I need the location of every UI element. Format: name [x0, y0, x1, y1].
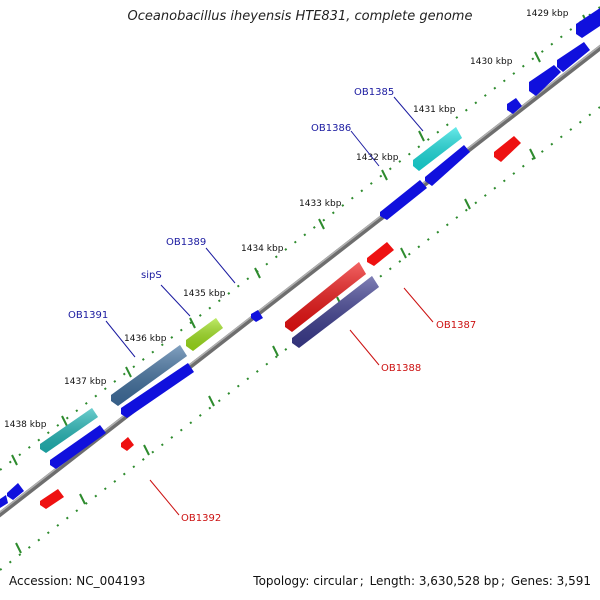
gene-shade — [186, 318, 223, 351]
kbp-label: 1436 kbp — [124, 334, 167, 344]
genes-value: 3,591 — [556, 574, 591, 588]
map-title: Oceanobacillus iheyensis HTE831, complet… — [127, 9, 473, 24]
major-tick — [464, 198, 471, 210]
gene-forward[interactable] — [50, 425, 106, 469]
kbp-labels: 1429 kbp 1430 kbp 1431 kbp 1432 kbp 1433… — [4, 9, 569, 430]
major-tick — [11, 454, 18, 466]
gene-label-OB1387[interactable]: OB1387 — [436, 320, 476, 331]
length-label: Length: — [369, 574, 416, 588]
gene-OB1387[interactable] — [367, 242, 394, 266]
major-tick — [143, 444, 150, 456]
genes-label: Genes: — [510, 574, 553, 588]
gene-label-sipS[interactable]: sipS — [141, 270, 162, 281]
gene-shade — [111, 345, 187, 406]
gene-forward[interactable] — [425, 145, 470, 186]
gene-label-OB1392[interactable]: OB1392 — [181, 513, 221, 524]
gene-forward[interactable] — [557, 42, 590, 72]
gene-reverse[interactable] — [40, 489, 64, 509]
gene-label-OB1391[interactable]: OB1391 — [68, 310, 108, 321]
kbp-label: 1433 kbp — [299, 199, 342, 209]
gene-shade — [40, 408, 98, 453]
gene-shade — [285, 262, 366, 332]
gene-labels: OB1385 OB1386 OB1389 sipS OB1391 OB1387 … — [68, 87, 476, 524]
accession-value: NC_004193 — [76, 574, 146, 588]
gene-reverse[interactable] — [494, 136, 521, 162]
gene-forward[interactable] — [7, 483, 24, 500]
gene-reverse[interactable] — [121, 437, 134, 451]
forward-genes — [0, 8, 600, 508]
gene-forward[interactable] — [121, 363, 194, 418]
gene-forward[interactable] — [251, 310, 263, 322]
major-tick — [254, 267, 261, 279]
kbp-label: 1437 kbp — [64, 377, 107, 387]
major-tick — [61, 415, 68, 427]
major-tick — [534, 51, 541, 63]
gene-label-OB1385[interactable]: OB1385 — [354, 87, 394, 98]
gene-forward[interactable] — [507, 98, 522, 114]
label-leaders — [105, 96, 434, 516]
major-tick — [529, 148, 536, 160]
upper-tick-line — [0, 6, 600, 471]
kbp-label: 1429 kbp — [526, 9, 569, 19]
topology-value: circular — [313, 574, 358, 588]
major-tick — [79, 493, 86, 505]
gene-label-OB1389[interactable]: OB1389 — [166, 237, 206, 248]
kbp-label: 1432 kbp — [356, 153, 399, 163]
gene-forward[interactable] — [529, 65, 561, 96]
gene-forward[interactable] — [576, 8, 600, 38]
kbp-label: 1430 kbp — [470, 57, 513, 67]
major-tick — [318, 218, 325, 230]
kbp-label: 1438 kbp — [4, 420, 47, 430]
kbp-label: 1434 kbp — [241, 244, 284, 254]
topology-label: Topology: — [253, 574, 310, 588]
gene-label-OB1386[interactable]: OB1386 — [311, 123, 351, 134]
length-value: 3,630,528 bp — [418, 574, 499, 588]
gene-shade — [413, 127, 462, 171]
reverse-genes — [40, 136, 521, 509]
gene-forward[interactable] — [0, 495, 8, 508]
kbp-label: 1431 kbp — [413, 105, 456, 115]
accession-info: Accession: NC_004193 — [9, 574, 145, 588]
major-tick — [125, 366, 132, 378]
accession-label: Accession: — [9, 574, 73, 588]
gene-OB1386[interactable] — [380, 180, 427, 220]
major-ticks — [11, 14, 589, 554]
major-tick — [272, 345, 279, 357]
major-tick — [208, 395, 215, 407]
gene-label-OB1388[interactable]: OB1388 — [381, 363, 421, 374]
major-tick — [15, 542, 22, 554]
major-tick — [381, 169, 388, 181]
major-tick — [400, 247, 407, 259]
major-tick — [418, 130, 425, 142]
kbp-label: 1435 kbp — [183, 289, 226, 299]
major-tick — [189, 317, 196, 329]
genome-summary: Topology: circular; Length: 3,630,528 bp… — [253, 574, 591, 588]
gene-shade — [292, 276, 379, 348]
upper-tick-row — [0, 6, 600, 471]
